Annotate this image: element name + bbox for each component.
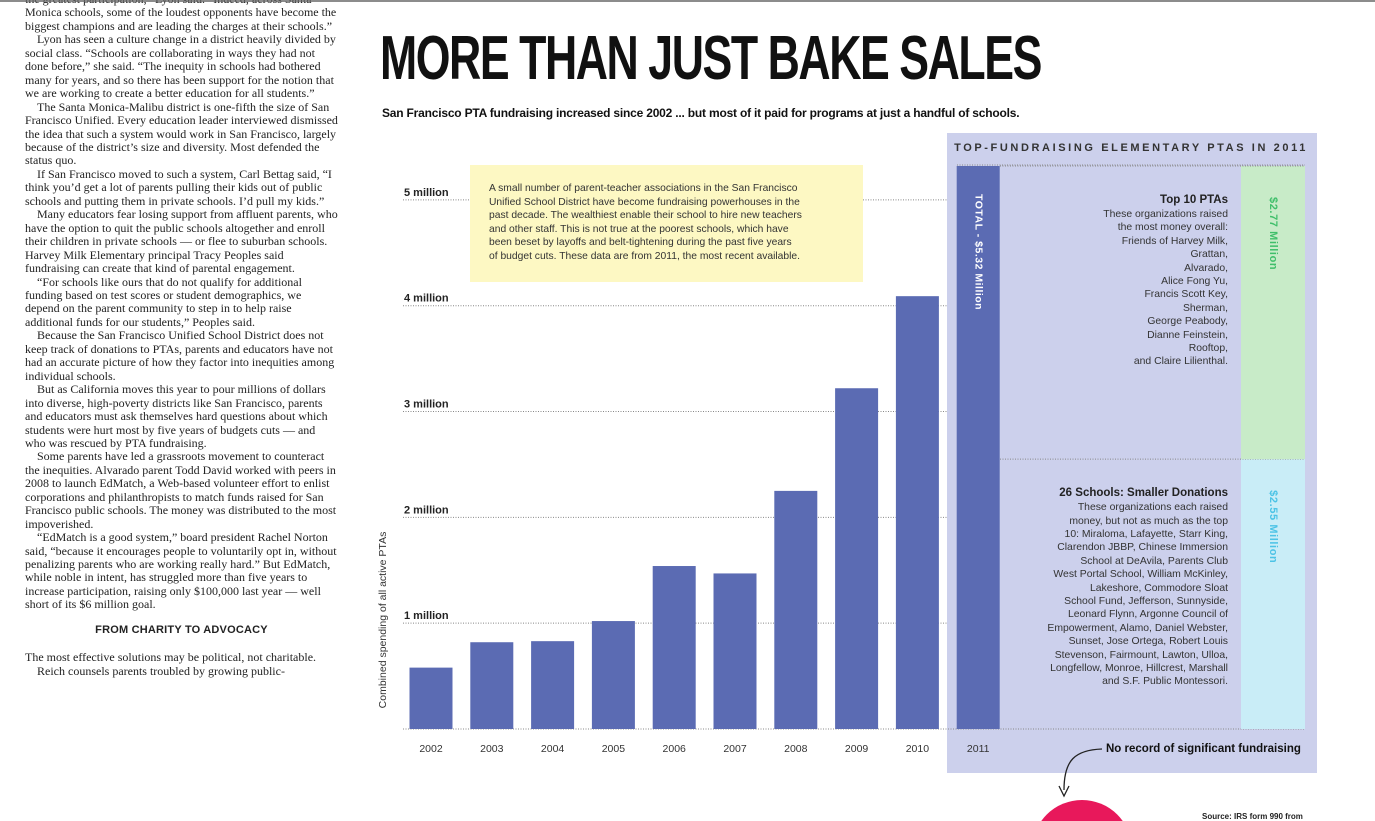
decor-circle bbox=[1041, 800, 1123, 821]
segment-description: 26 Schools: Smaller Donations These organ… bbox=[988, 486, 1228, 689]
annotation-line: A small number of parent-teacher associa… bbox=[489, 183, 798, 194]
paragraph: The most effective solutions may be poli… bbox=[25, 650, 317, 665]
description-line: Empowerment, Alamo, Daniel Webster, bbox=[1047, 622, 1228, 634]
description-line: Lakeshore, Commodore Sloat bbox=[1089, 582, 1228, 594]
segment-value-label: $2.55 Million bbox=[1267, 490, 1279, 563]
description-line: Stevenson, Fairmount, Lawton, Ulloa, bbox=[1054, 649, 1228, 661]
article: the greatest participation,” Lyon said. … bbox=[25, 0, 338, 678]
description-line: Sunset, Jose Ortega, Robert Louis bbox=[1068, 636, 1228, 648]
note: No record of significant fundraising bbox=[1106, 743, 1301, 755]
x-tick-label: 2010 bbox=[906, 743, 930, 755]
segment-name: 26 Schools: Smaller Donations bbox=[1059, 487, 1228, 500]
x-tick-label: 2007 bbox=[723, 743, 747, 755]
breakdown-segment bbox=[1241, 459, 1305, 729]
bar bbox=[956, 166, 1000, 729]
annotation-line: and other staff. This is not true at the… bbox=[489, 223, 789, 235]
x-tick-label: 2008 bbox=[784, 743, 808, 755]
paragraph: If San Francisco moved to such a system,… bbox=[25, 166, 332, 208]
paragraph: Some parents have led a grassroots movem… bbox=[25, 449, 337, 531]
x-tick-label: 2004 bbox=[541, 743, 565, 755]
paragraph: Lyon has seen a culture change in a dist… bbox=[25, 32, 336, 101]
description-line: Longfellow, Monroe, Hillcrest, Marshall bbox=[1050, 663, 1228, 675]
segment-description: Top 10 PTAs These organizations raised the… bbox=[988, 193, 1228, 369]
bar bbox=[895, 296, 939, 729]
x-tick-label: 2002 bbox=[419, 743, 443, 755]
description-line: 10: Miraloma, Lafayette, Starr King, bbox=[1064, 528, 1228, 540]
bar bbox=[835, 388, 879, 729]
y-tick-label: 5 million bbox=[404, 187, 449, 199]
description-line: and Claire Lilienthal. bbox=[1133, 356, 1228, 368]
x-tick-label: 2003 bbox=[480, 743, 504, 755]
paragraph: “EdMatch is a good system,” board presid… bbox=[25, 530, 337, 612]
annotation-line: Unified School District have become fund… bbox=[489, 196, 800, 208]
annotation-line: past decade. The wealthiest enable their… bbox=[489, 210, 802, 221]
description-line: the most money overall: bbox=[1117, 222, 1228, 234]
bar bbox=[713, 573, 757, 729]
x-tick-label: 2005 bbox=[602, 743, 626, 755]
description-line: Rooftop, bbox=[1188, 343, 1228, 355]
x-tick-label: 2006 bbox=[663, 743, 687, 755]
description-line: money, but not as much as the top bbox=[1069, 515, 1228, 527]
bar bbox=[470, 642, 514, 729]
panel-title: TOP-FUNDRAISING ELEMENTARY PTAS IN 2011 bbox=[954, 142, 1308, 154]
description-line: Leonard Flynn, Argonne Council of bbox=[1067, 609, 1228, 621]
description-line: George Peabody, bbox=[1147, 316, 1228, 328]
description-line: School at DeAvila, Parents Club bbox=[1080, 555, 1228, 567]
bar bbox=[652, 566, 696, 729]
breakdown-segment bbox=[1241, 166, 1305, 460]
note-arrow bbox=[1063, 748, 1103, 791]
bar bbox=[409, 667, 453, 729]
segment-value-label: $2.77 Million bbox=[1267, 197, 1279, 270]
source: Source: IRS form 990 from bbox=[1202, 812, 1303, 821]
description-line: These organizations each raised bbox=[1077, 502, 1228, 514]
description-line: Alvarado, bbox=[1184, 262, 1228, 274]
bar bbox=[774, 490, 818, 729]
paragraph: “For schools like ours that do not quali… bbox=[25, 274, 302, 329]
y-tick-label: 1 million bbox=[404, 610, 449, 622]
segment-name: Top 10 PTAs bbox=[1160, 194, 1228, 206]
description-line: West Portal School, William McKinley, bbox=[1053, 569, 1228, 581]
note-arrowhead bbox=[1058, 785, 1070, 798]
description-line: Grattan, bbox=[1190, 249, 1228, 261]
description-line: Clarendon JBBP, Chinese Immersion bbox=[1057, 542, 1228, 554]
paragraph: the greatest participation,” Lyon said. … bbox=[25, 0, 337, 33]
description-line: Dianne Feinstein, bbox=[1147, 329, 1228, 341]
paragraph: Because the San Francisco Unified School… bbox=[25, 328, 335, 383]
y-tick-label: 3 million bbox=[404, 398, 449, 410]
description-line: Francis Scott Key, bbox=[1144, 289, 1228, 301]
paragraph: Reich counsels parents troubled by growi… bbox=[37, 663, 285, 678]
paragraph: Many educators fear losing support from … bbox=[25, 207, 338, 276]
description-line: Sherman, bbox=[1182, 302, 1228, 314]
chart-title: MORE THAN JUST BAKE SALES bbox=[380, 24, 1042, 93]
x-tick-label: 2009 bbox=[845, 743, 869, 755]
description-line: Alice Fong Yu, bbox=[1161, 276, 1228, 288]
chart-subtitle: San Francisco PTA fundraising increased … bbox=[382, 106, 1020, 120]
paragraph: But as California moves this year to pou… bbox=[25, 382, 328, 450]
annotation-box: A small number of parent-teacher associa… bbox=[470, 165, 863, 282]
annotation-line: of budget cuts. These data are from 2011… bbox=[489, 250, 800, 262]
x-tick-label: 2011 bbox=[967, 743, 990, 755]
annotation-line: been beset by layoffs and belt-tightenin… bbox=[489, 237, 792, 248]
bar bbox=[591, 621, 635, 729]
description-line: School Fund, Jefferson, Sunnyside, bbox=[1064, 595, 1228, 607]
paragraph: The Santa Monica-Malibu district is one-… bbox=[25, 99, 338, 168]
description-line: These organizations raised bbox=[1103, 209, 1228, 220]
description-line: Friends of Harvey Milk, bbox=[1121, 235, 1228, 247]
section-heading: FROM CHARITY TO ADVOCACY bbox=[95, 623, 268, 636]
y-axis-label: Combined spending of all active PTAs bbox=[377, 532, 389, 709]
description-line: and S.F. Public Montessori. bbox=[1102, 676, 1228, 688]
y-tick-label: 4 million bbox=[404, 293, 449, 305]
y-tick-label: 2 million bbox=[404, 504, 449, 516]
value-label: TOTAL - $5.32 Million bbox=[972, 194, 984, 310]
bar bbox=[531, 641, 575, 729]
